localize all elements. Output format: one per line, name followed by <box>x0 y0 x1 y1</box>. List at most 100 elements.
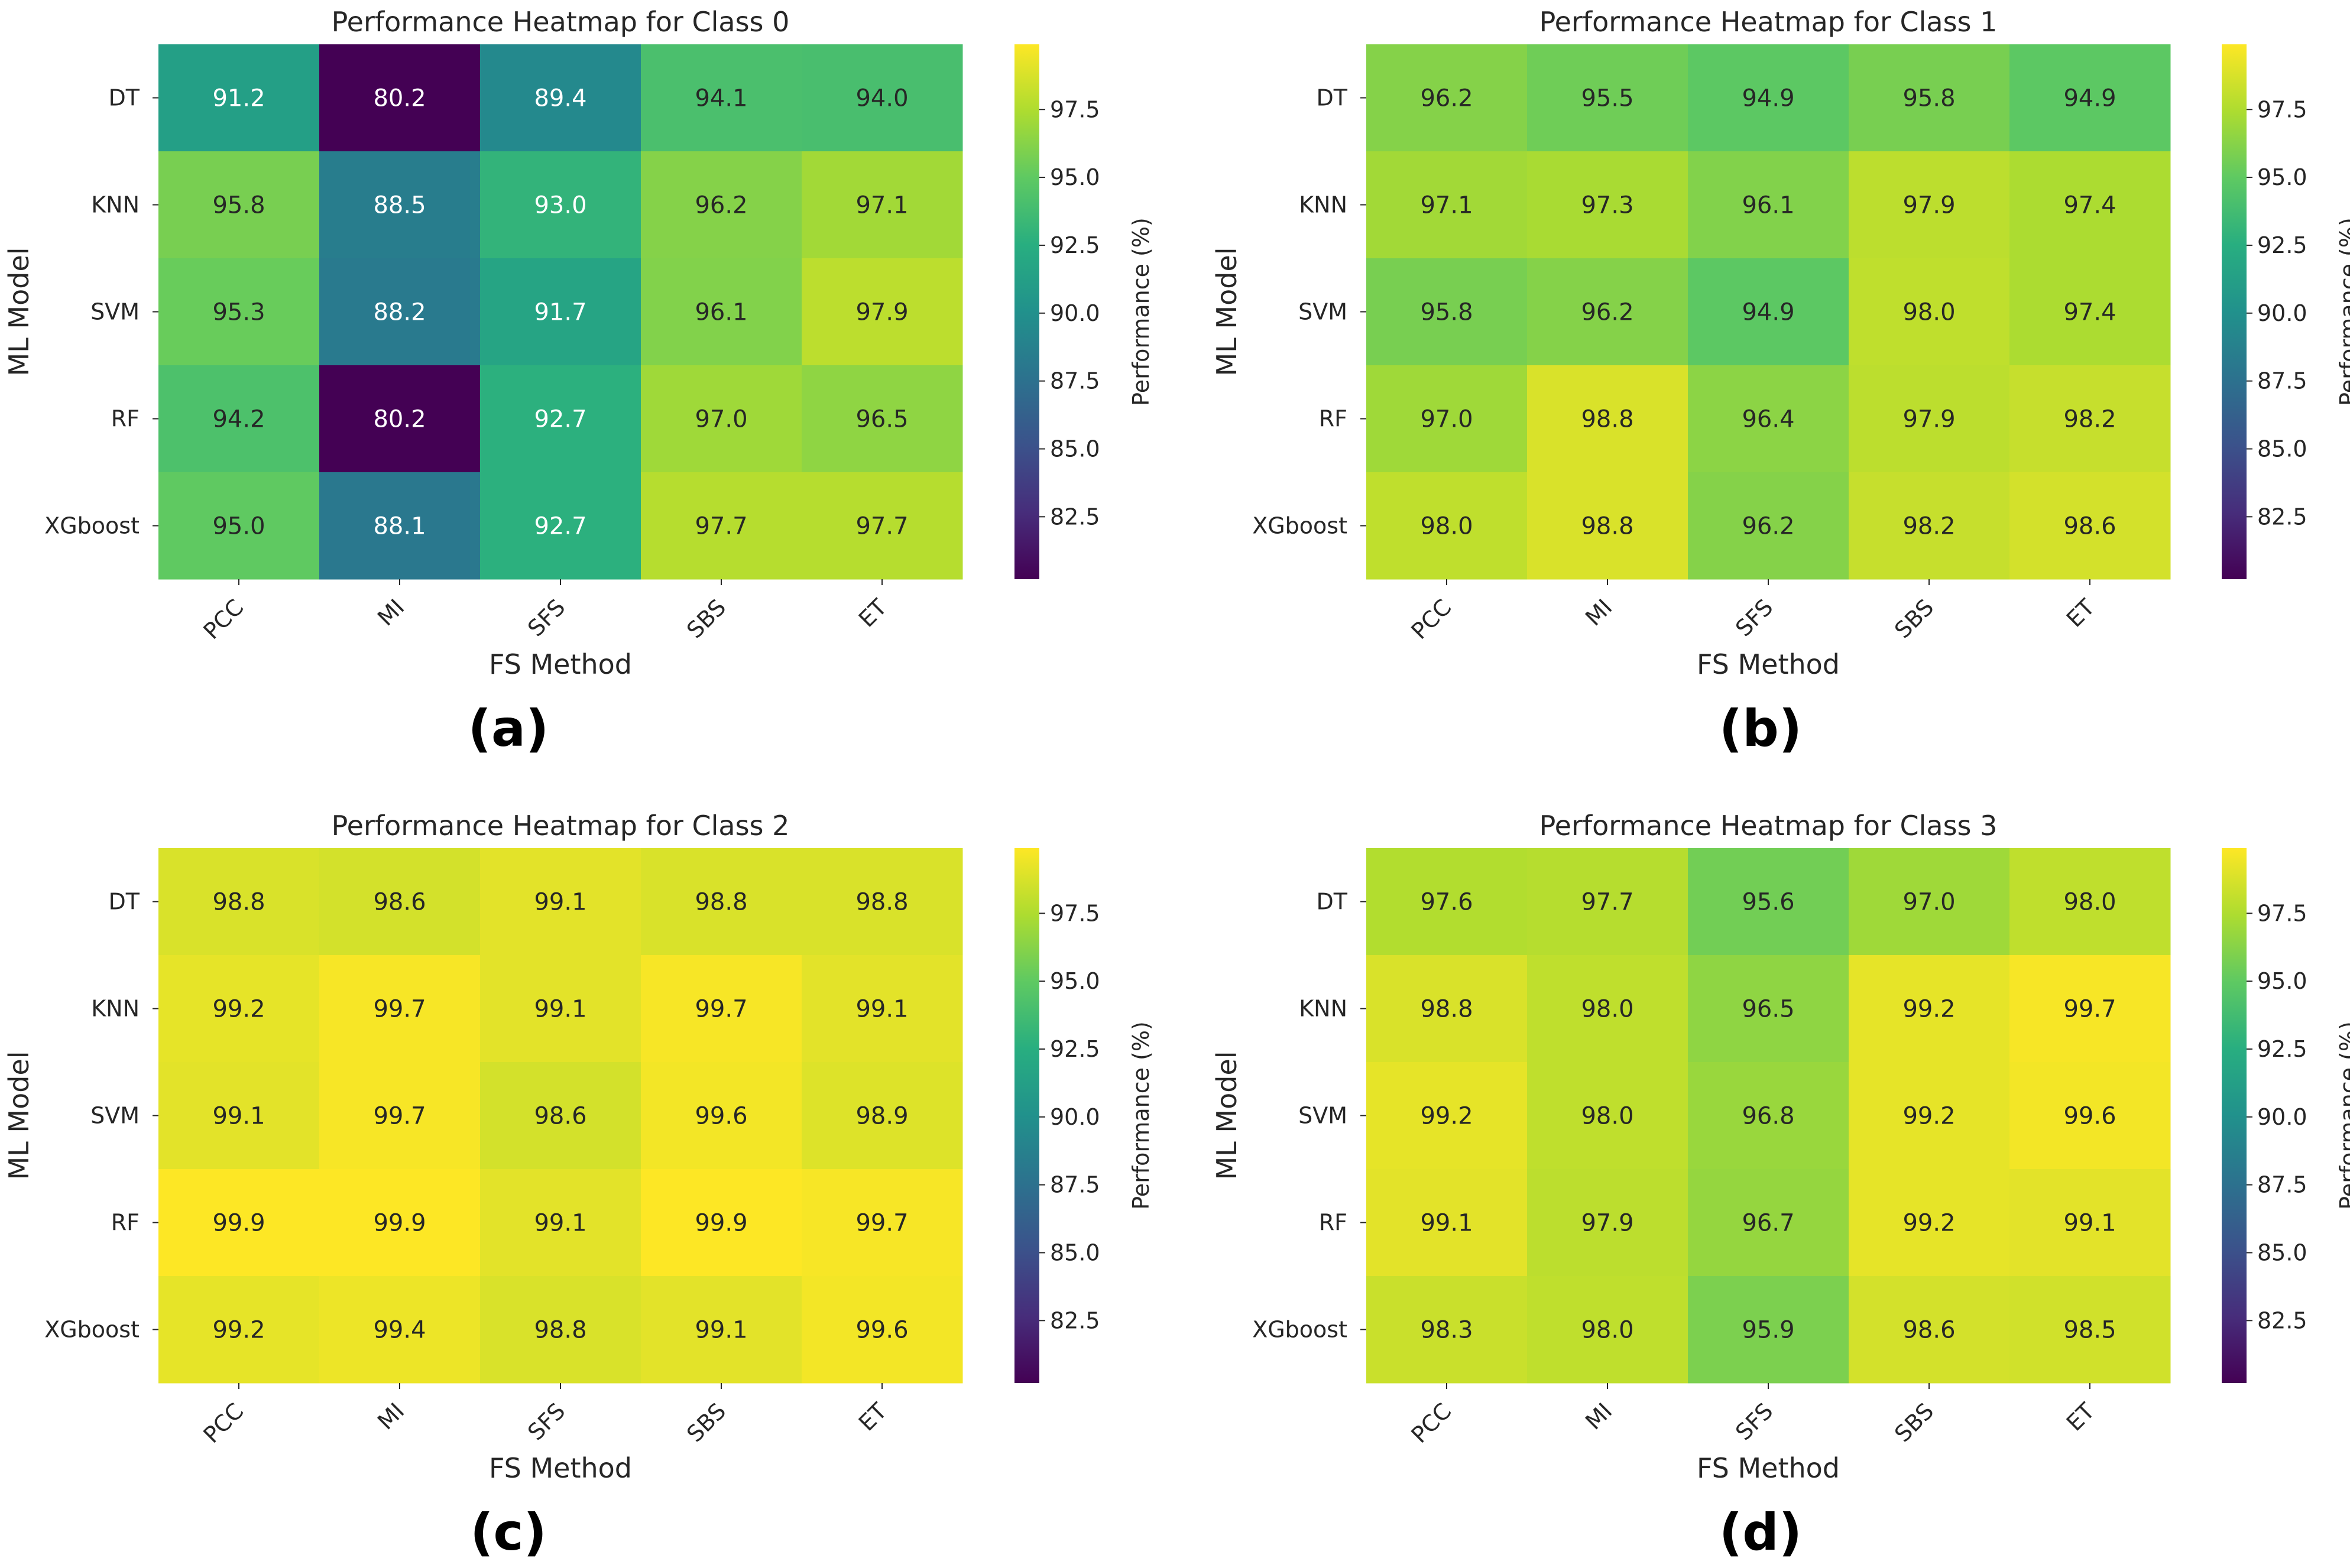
x-tick-label: ET <box>2061 594 2100 632</box>
cell-value-label: 99.1 <box>534 1210 586 1237</box>
colorbar-label: Performance (%) <box>2335 1021 2350 1210</box>
heatmap-cell <box>480 258 641 366</box>
heatmap-cell <box>1849 1276 2010 1384</box>
colorbar-tick-label: 92.5 <box>2257 232 2307 258</box>
heatmap-cell <box>480 365 641 473</box>
cell-value-label: 98.8 <box>1420 996 1473 1023</box>
heatmap-cell <box>2009 1276 2171 1384</box>
cell-value-label: 98.2 <box>2063 406 2116 433</box>
cell-value-label: 99.6 <box>2063 1103 2116 1130</box>
cell-value-label: 98.0 <box>1581 1103 1633 1130</box>
y-tick-label: DT <box>1317 889 1348 915</box>
colorbar-tick-label: 92.5 <box>2257 1036 2307 1062</box>
cell-value-label: 97.9 <box>1902 406 1955 433</box>
cell-value-label: 96.1 <box>1742 192 1794 219</box>
heatmap-cell <box>641 472 802 580</box>
heatmap-cell <box>802 1169 963 1277</box>
y-tick-label: RF <box>111 1210 140 1236</box>
cell-value-label: 96.2 <box>1581 299 1633 326</box>
cell-value-label: 96.2 <box>695 192 747 219</box>
cell-value-label: 97.0 <box>695 406 747 433</box>
heatmap-cell <box>1688 365 1849 473</box>
cell-value-label: 92.7 <box>534 406 586 433</box>
heatmap-cell <box>319 848 481 956</box>
panel-title: Performance Heatmap for Class 2 <box>332 810 790 842</box>
cell-value-label: 98.0 <box>1581 996 1633 1023</box>
heatmap-cell <box>2009 1169 2171 1277</box>
heatmap-cell <box>1527 955 1688 1063</box>
colorbar-tick-label: 87.5 <box>2257 1172 2307 1198</box>
colorbar-tick-label: 90.0 <box>2257 300 2307 326</box>
cell-value-label: 97.1 <box>855 192 908 219</box>
heatmap-panel-1: Performance Heatmap for Class 1 96.2 95.5 9… <box>1211 6 2350 758</box>
heatmap-cell <box>2009 151 2171 259</box>
cell-value-label: 96.2 <box>1420 85 1473 112</box>
cell-value-label: 98.2 <box>1902 513 1955 540</box>
heatmap-cell <box>802 151 963 259</box>
y-tick-label: DT <box>109 85 140 111</box>
x-axis-label: FS Method <box>489 648 632 680</box>
x-axis-label: FS Method <box>489 1452 632 1484</box>
cell-value-label: 99.1 <box>1420 1210 1473 1237</box>
colorbar-tick-label: 82.5 <box>2257 1307 2307 1333</box>
x-tick-label: ET <box>854 594 892 632</box>
heatmap-cell <box>1527 44 1688 152</box>
colorbar <box>2222 848 2247 1383</box>
colorbar-tick-label: 85.0 <box>1050 436 1100 462</box>
colorbar-label: Performance (%) <box>2335 217 2350 406</box>
colorbar-tick-label: 85.0 <box>2257 1239 2307 1265</box>
heatmap-cell <box>480 1169 641 1277</box>
x-tick-label: MI <box>1580 594 1617 631</box>
heatmap-cell <box>158 44 320 152</box>
cell-value-label: 92.7 <box>534 513 586 540</box>
heatmap-cell <box>2009 955 2171 1063</box>
heatmap-cell <box>319 258 481 366</box>
y-tick-label: SVM <box>1298 299 1347 325</box>
colorbar-tick-label: 95.0 <box>2257 164 2307 190</box>
heatmap-cell <box>2009 258 2171 366</box>
cell-value-label: 99.1 <box>855 996 908 1023</box>
cell-value-label: 97.9 <box>1581 1210 1633 1237</box>
cell-value-label: 94.1 <box>695 85 747 112</box>
cell-value-label: 99.1 <box>2063 1210 2116 1237</box>
x-tick-label: PCC <box>199 594 249 644</box>
cell-value-label: 98.8 <box>212 889 265 916</box>
cell-value-label: 99.6 <box>855 1317 908 1344</box>
cell-value-label: 96.5 <box>1742 996 1794 1023</box>
heatmap-cell <box>158 848 320 956</box>
heatmap-cell <box>1849 151 2010 259</box>
cell-value-label: 89.4 <box>534 85 586 112</box>
cell-value-label: 98.0 <box>1420 513 1473 540</box>
heatmap-cell <box>1849 1169 2010 1277</box>
heatmap-cell <box>319 1062 481 1170</box>
heatmap-cell <box>1688 848 1849 956</box>
cell-value-label: 97.9 <box>855 299 908 326</box>
heatmap-panel-0: Performance Heatmap for Class 0 91.2 80.2 8… <box>3 6 1154 758</box>
heatmap-cell <box>1366 1169 1528 1277</box>
colorbar-tick-label: 87.5 <box>2257 368 2307 394</box>
cell-value-label: 99.7 <box>373 1103 426 1130</box>
colorbar-label: Performance (%) <box>1128 217 1154 406</box>
heatmap-cell <box>1366 258 1528 366</box>
cell-value-label: 98.6 <box>1902 1317 1955 1344</box>
cell-value-label: 99.1 <box>212 1103 265 1130</box>
cell-value-label: 97.7 <box>695 513 747 540</box>
cell-value-label: 88.5 <box>373 192 426 219</box>
heatmap-cell <box>802 258 963 366</box>
y-tick-label: SVM <box>90 1103 140 1129</box>
cell-value-label: 99.1 <box>695 1317 747 1344</box>
y-axis-label: ML Model <box>3 1051 35 1180</box>
colorbar-tick-label: 82.5 <box>1050 1307 1100 1333</box>
heatmap-cell <box>2009 472 2171 580</box>
cell-value-label: 98.8 <box>1581 406 1633 433</box>
heatmap-cell <box>1527 1276 1688 1384</box>
cell-value-label: 97.7 <box>855 513 908 540</box>
panel-tag: (c) <box>470 1503 547 1562</box>
heatmap-cell <box>319 365 481 473</box>
heatmap-cell <box>1688 44 1849 152</box>
heatmap-cell <box>1688 151 1849 259</box>
panel-tag: (d) <box>1719 1503 1802 1562</box>
colorbar-tick-label: 97.5 <box>1050 900 1100 926</box>
heatmap-cell <box>641 1276 802 1384</box>
heatmap-cell <box>1366 955 1528 1063</box>
